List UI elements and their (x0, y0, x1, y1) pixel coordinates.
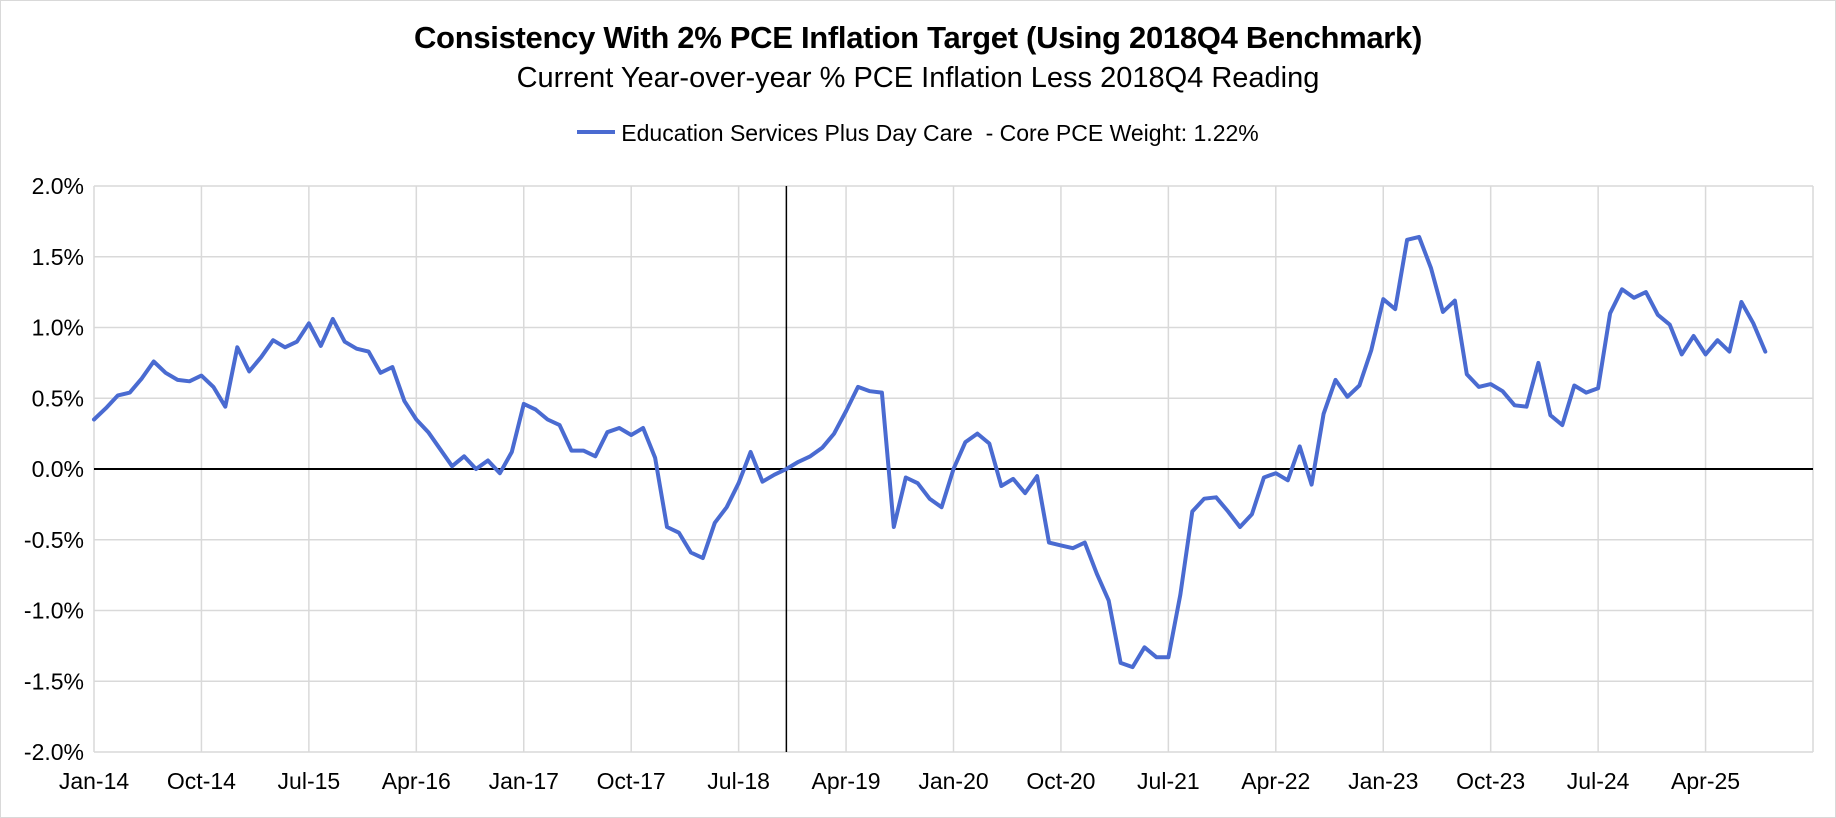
x-tick-label: Apr-22 (1241, 768, 1310, 794)
x-tick-label: Jan-17 (489, 768, 559, 794)
legend: Education Services Plus Day Care - Core … (0, 120, 1836, 147)
legend-label: Education Services Plus Day Care - Core … (621, 120, 1259, 146)
legend-swatch (577, 129, 616, 134)
y-tick-label: 1.5% (32, 244, 84, 270)
x-tick-label: Apr-19 (812, 768, 881, 794)
y-tick-label: -2.0% (24, 739, 84, 765)
x-tick-label: Oct-23 (1456, 768, 1525, 794)
x-tick-label: Jan-23 (1348, 768, 1418, 794)
x-tick-label: Oct-14 (167, 768, 236, 794)
x-tick-label: Jan-20 (918, 768, 988, 794)
series-line (92, 234, 1768, 670)
x-tick-label: Oct-17 (597, 768, 666, 794)
x-tick-label: Jan-14 (59, 768, 130, 794)
x-tick-label: Jul-15 (278, 768, 341, 794)
y-tick-label: 0.0% (32, 456, 84, 482)
y-tick-label: 2.0% (32, 173, 84, 199)
x-tick-label: Jul-24 (1567, 768, 1630, 794)
x-tick-label: Apr-16 (382, 768, 451, 794)
chart-subtitle: Current Year-over-year % PCE Inflation L… (516, 62, 1320, 94)
y-tick-label: -1.0% (24, 598, 84, 624)
x-tick-label: Apr-25 (1671, 768, 1740, 794)
y-tick-label: -0.5% (24, 527, 84, 553)
y-tick-label: 0.5% (32, 385, 84, 411)
y-tick-label: 1.0% (32, 315, 84, 341)
chart-title: Consistency With 2% PCE Inflation Target… (413, 20, 1423, 55)
x-tick-label: Jul-18 (707, 768, 770, 794)
y-tick-label: -1.5% (24, 668, 84, 694)
x-tick-label: Oct-20 (1026, 768, 1095, 794)
x-tick-label: Jul-21 (1137, 768, 1200, 794)
